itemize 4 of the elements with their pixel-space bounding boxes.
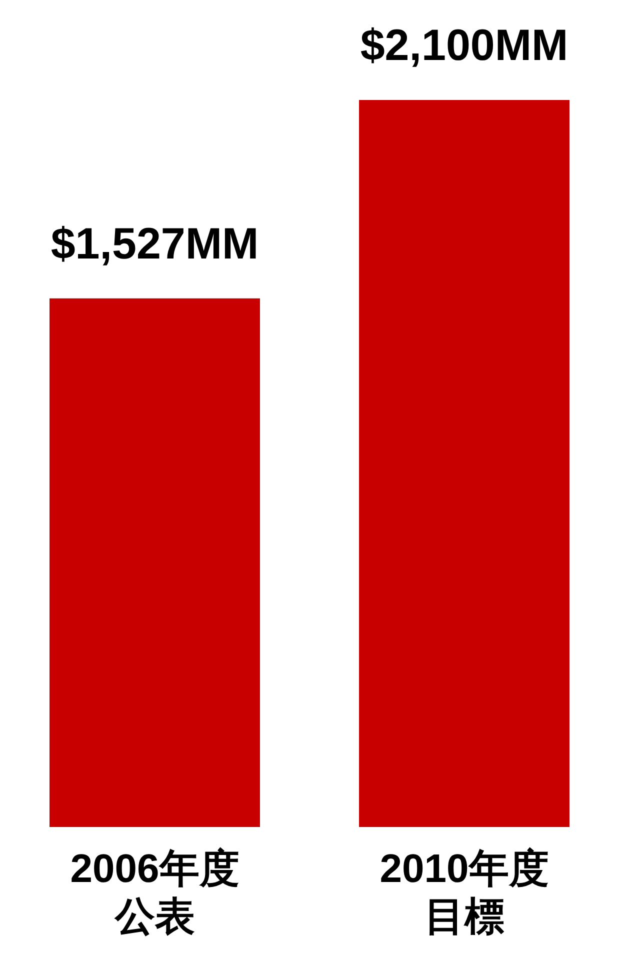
data-label: $1,527MM [50,220,259,269]
data-label: $2,100MM [360,21,568,70]
x-tick-label: 2010年度目標 [380,847,549,940]
x-tick-label: 2006年度公表 [70,847,240,940]
